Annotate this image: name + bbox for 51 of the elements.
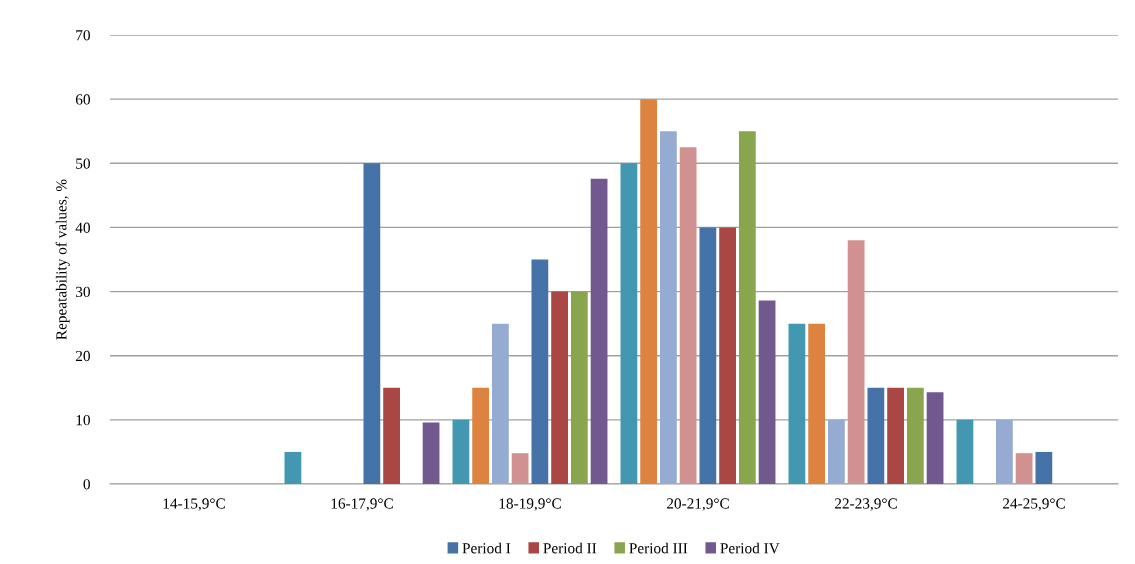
bar: [758, 300, 776, 484]
bar: [996, 419, 1013, 484]
bar: [926, 392, 944, 484]
y-tick-label: 60: [75, 94, 90, 105]
bar: [738, 131, 756, 484]
y-tick-label: 0: [83, 479, 90, 490]
bar: [847, 240, 865, 484]
bar: [719, 227, 736, 484]
y-tick-label: 40: [75, 222, 90, 233]
bar: [422, 422, 440, 484]
bar: [660, 131, 677, 484]
bar: [551, 291, 568, 484]
bar: [511, 453, 529, 484]
bar: [1035, 451, 1053, 484]
x-tick-label: 24-25,9°C: [1002, 498, 1065, 511]
bar: [679, 147, 697, 484]
bar: [383, 387, 400, 484]
x-tick-label: 14-15,9°C: [163, 498, 225, 511]
legend-label: Period IV: [720, 542, 780, 554]
y-tick-label: 10: [76, 415, 90, 426]
bar: [570, 291, 588, 484]
bar: [808, 323, 826, 484]
x-tick-label: 22-23,9°C: [834, 498, 897, 511]
bar: [363, 163, 381, 484]
x-tick-label: 20-21,9°C: [666, 498, 729, 511]
bar: [956, 419, 974, 484]
bar: [590, 178, 608, 484]
bar: [452, 419, 470, 484]
legend-label: Period III: [629, 542, 688, 554]
x-tick-label: 16-17,9°C: [331, 498, 393, 511]
y-tick-label: 20: [75, 350, 90, 362]
bar: [1015, 453, 1033, 484]
y-axis-title: Repeatability of values, %: [55, 179, 70, 340]
bar: [906, 387, 924, 484]
bar: [867, 387, 885, 484]
bar: [284, 451, 302, 484]
bar: [788, 323, 806, 484]
bar: [620, 163, 638, 484]
bar: [640, 99, 658, 484]
bar: [531, 259, 549, 484]
legend-label: Period I: [462, 542, 511, 554]
y-tick-label: 30: [76, 286, 90, 298]
y-tick-label: 70: [76, 30, 90, 41]
x-tick-label: 18-19,9°C: [499, 498, 561, 511]
y-tick-label: 50: [76, 158, 90, 169]
bar: [828, 419, 845, 484]
bar: [472, 387, 490, 484]
bar: [887, 387, 904, 484]
legend-label: Period II: [543, 542, 597, 554]
bar: [492, 323, 509, 484]
bar: [699, 227, 717, 484]
